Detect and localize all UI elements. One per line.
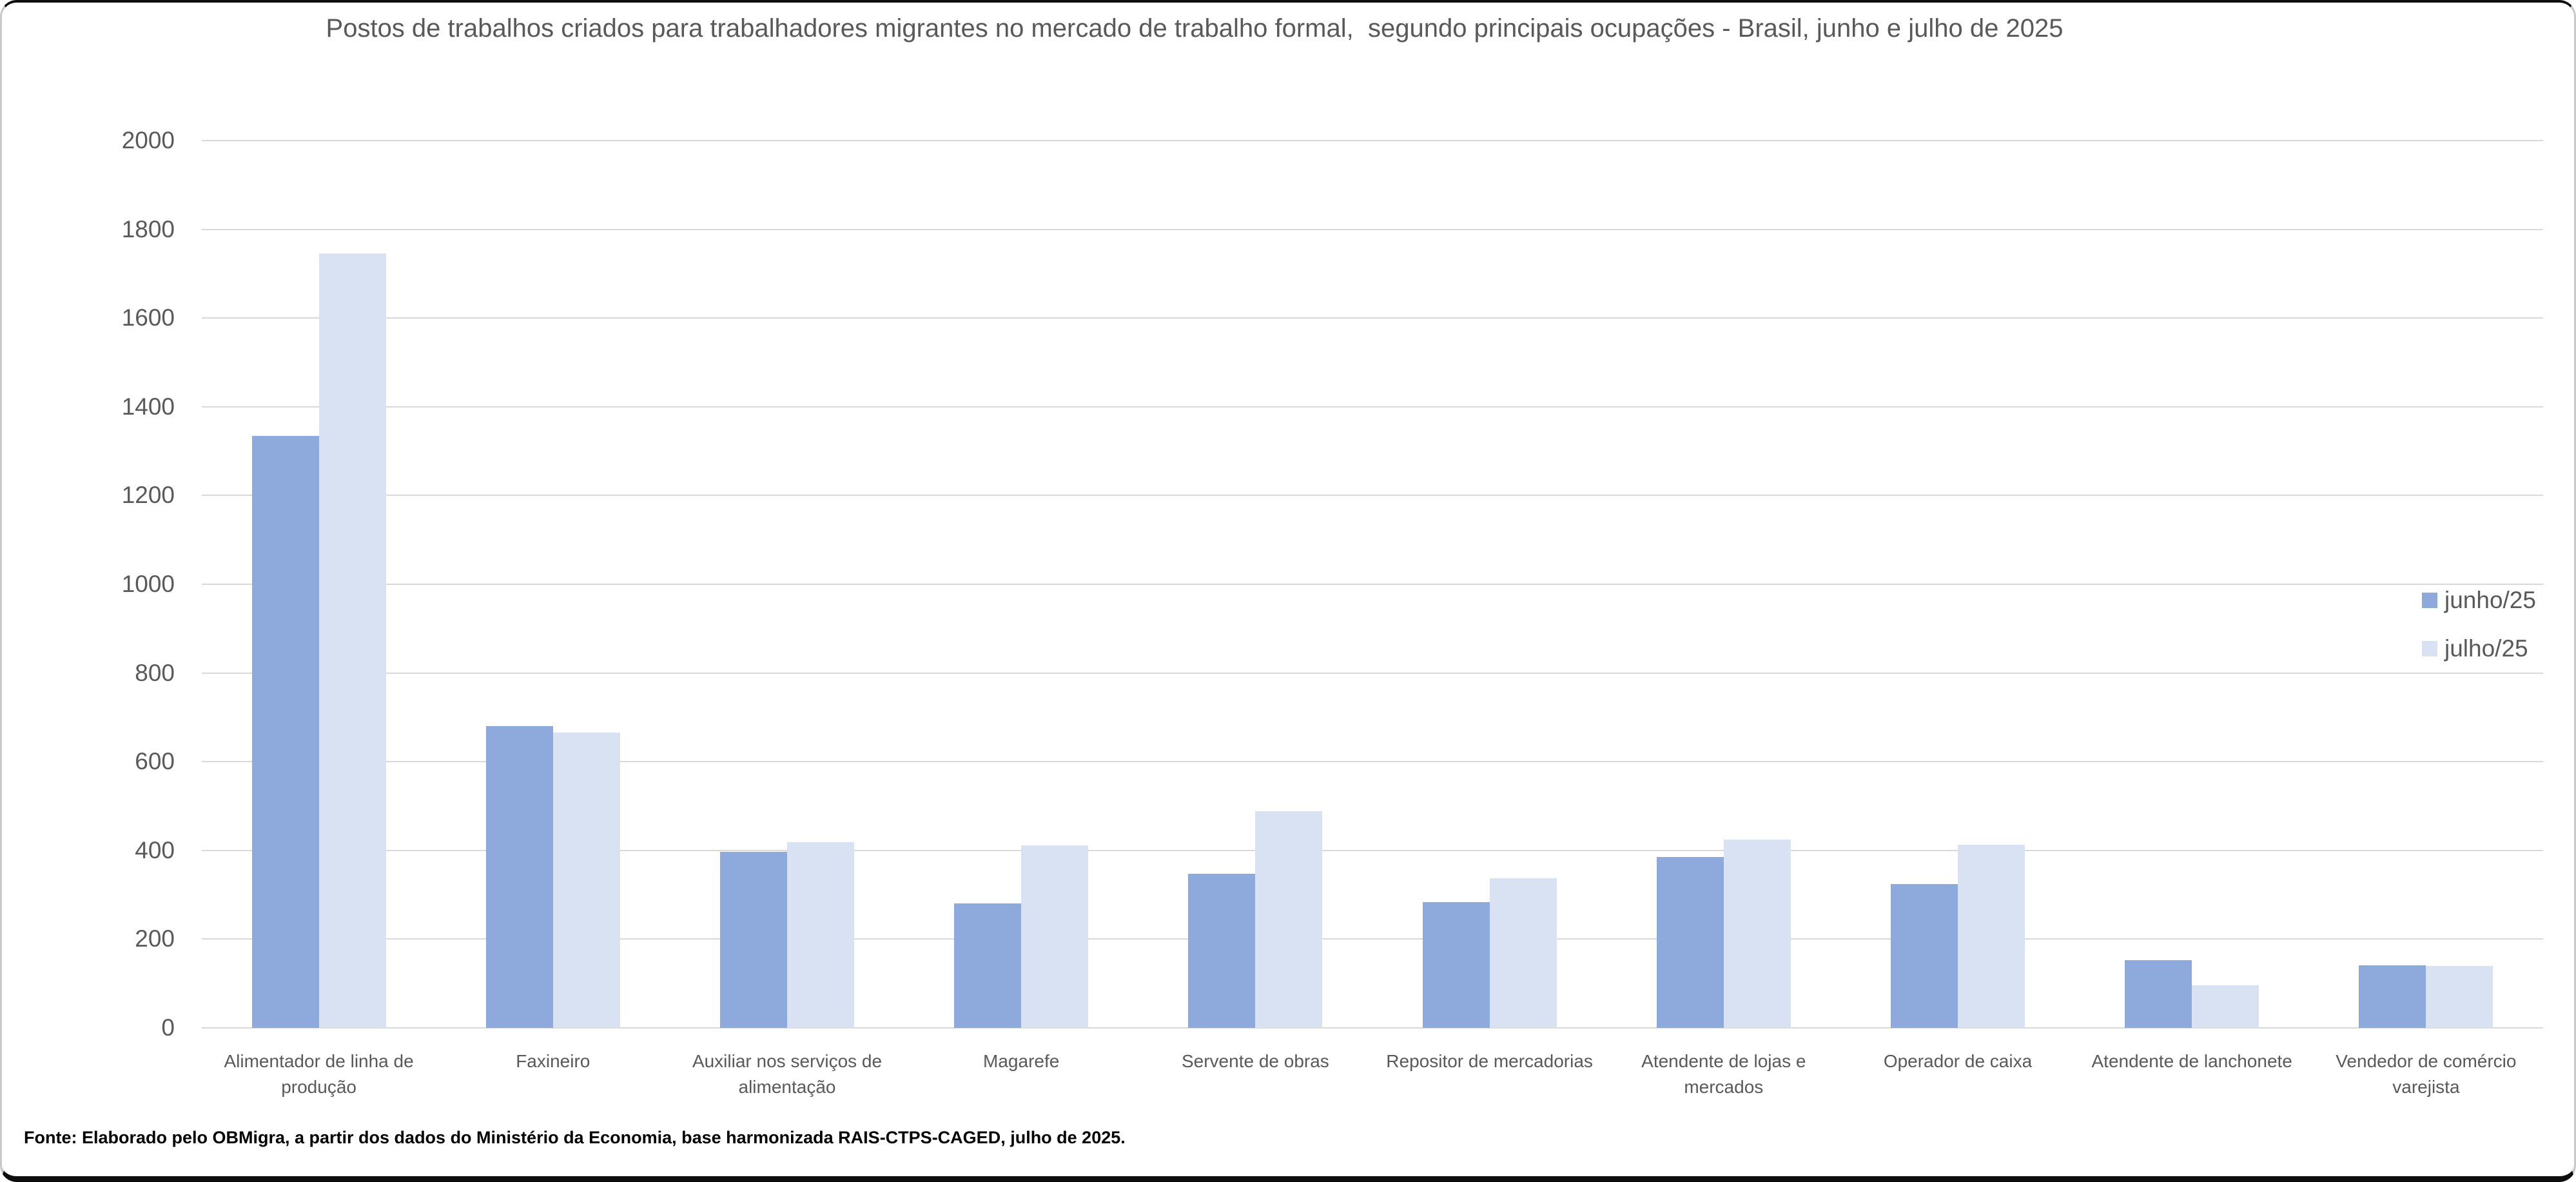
legend-swatch-junho: [2422, 593, 2437, 608]
gridline: [202, 938, 2543, 940]
bar-junho25-4: [1188, 874, 1256, 1028]
x-axis-label: Repositor de mercadorias: [1386, 1051, 1593, 1071]
bar-junho25-8: [2125, 960, 2192, 1028]
bar-julho25-2: [787, 842, 854, 1028]
bar-junho25-1: [485, 726, 553, 1028]
gridline: [202, 495, 2543, 497]
bar-junho25-6: [1656, 857, 1724, 1028]
y-axis-tick-label: 0: [161, 1014, 175, 1041]
bar-julho25-5: [1489, 878, 1557, 1028]
gridline: [202, 584, 2543, 585]
bar-junho25-2: [720, 851, 787, 1028]
gridline: [202, 406, 2543, 408]
gridline: [202, 317, 2543, 319]
bar-julho25-7: [1958, 844, 2025, 1028]
x-axis-label: Alimentador de linha de produção: [224, 1051, 414, 1097]
x-axis-label: Faxineiro: [516, 1051, 590, 1071]
bar-junho25-0: [251, 436, 319, 1028]
gridline: [202, 849, 2543, 851]
y-axis-tick-label: 1200: [121, 482, 175, 509]
y-axis-tick-label: 1600: [121, 304, 175, 331]
x-axis-label: Magarefe: [983, 1051, 1060, 1071]
legend-label-julho: julho/25: [2444, 635, 2528, 662]
legend-item-junho: junho/25: [2422, 585, 2536, 616]
gridline: [202, 140, 2543, 141]
source-note: Fonte: Elaborado pelo OBMigra, a partir …: [24, 1128, 1126, 1147]
y-axis-tick-label: 1400: [121, 393, 175, 420]
bar-julho25-9: [2426, 965, 2493, 1028]
bar-junho25-5: [1422, 902, 1490, 1028]
x-axis-label: Operador de caixa: [1883, 1051, 2033, 1071]
y-axis-tick-label: 400: [135, 836, 175, 863]
bar-junho25-9: [2359, 965, 2426, 1028]
gridline: [202, 1027, 2543, 1029]
x-axis-label: Auxiliar nos serviços de alimentação: [692, 1051, 883, 1097]
bar-julho25-1: [552, 732, 620, 1028]
legend-item-julho: julho/25: [2422, 633, 2528, 664]
y-axis-tick-label: 2000: [121, 127, 175, 153]
y-axis-tick-label: 800: [135, 659, 175, 686]
chart-title: Postos de trabalhos criados para trabalh…: [326, 14, 2064, 43]
y-axis-tick-label: 1800: [121, 215, 175, 242]
bar-julho25-8: [2192, 985, 2259, 1028]
y-axis-tick-label: 600: [135, 748, 175, 775]
gridline: [202, 761, 2543, 763]
bar-julho25-6: [1723, 839, 1791, 1028]
x-axis-label: Atendente de lojas e mercados: [1641, 1051, 1806, 1097]
gridline: [202, 228, 2543, 230]
bar-junho25-3: [954, 903, 1022, 1028]
y-axis-tick-label: 1000: [121, 571, 175, 597]
bar-julho25-3: [1021, 845, 1089, 1028]
x-axis-label: Servente de obras: [1181, 1051, 1329, 1071]
bar-julho25-0: [318, 253, 386, 1028]
legend-swatch-julho: [2422, 641, 2437, 656]
bar-junho25-7: [1891, 884, 1958, 1028]
legend-label-junho: junho/25: [2444, 587, 2536, 613]
gridline: [202, 672, 2543, 674]
bar-julho25-4: [1255, 811, 1323, 1028]
x-axis-label: Vendedor de comércio varejista: [2336, 1051, 2517, 1097]
y-axis-tick-label: 200: [135, 925, 175, 952]
x-axis-label: Atendente de lanchonete: [2091, 1051, 2292, 1071]
